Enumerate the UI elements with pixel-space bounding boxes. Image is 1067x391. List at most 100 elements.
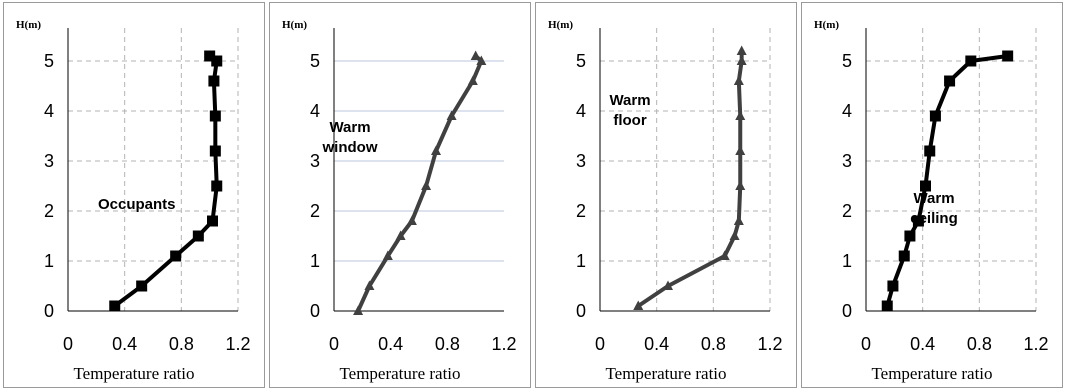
y-tick-label: 2: [310, 201, 320, 221]
chart-svg: 0 1 2 3 4 5 0 0.4 0.8 1.2 H(m) Temperature ratio Occ…: [16, 19, 251, 383]
x-tick-label: 0.4: [112, 334, 137, 354]
data-point-triangle: [719, 250, 730, 260]
chart-svg: 0 1 2 3 4 5 0 0.4 0.8 1.2 H(m) Temperature ratio War…: [814, 19, 1049, 383]
y-tick-label: 5: [576, 51, 586, 71]
data-point-triangle: [467, 75, 478, 85]
y-tick-label: 3: [576, 151, 586, 171]
y-axis-label: H(m): [16, 19, 41, 31]
chart-annotation: Warm ceiling: [910, 190, 958, 227]
y-tick-label: 0: [576, 301, 586, 321]
data-point-triangle: [735, 180, 746, 190]
data-point-square: [211, 180, 223, 192]
data-point-triangle: [446, 110, 457, 120]
data-point-triangle: [382, 250, 393, 260]
y-tick-label: 4: [842, 101, 852, 121]
data-point-square: [211, 55, 223, 67]
data-point-triangle: [476, 55, 487, 65]
annotation-line: floor: [613, 112, 646, 129]
chart-svg: 0 1 2 3 4 5 0 0.4 0.8 1.2 H(m) Temperature ratio War…: [548, 19, 783, 383]
data-point-square: [920, 180, 931, 192]
panel-warm-floor: 0 1 2 3 4 5 0 0.4 0.8 1.2 H(m) Temperature ratio War…: [535, 2, 797, 388]
annotation-line: Warm: [913, 190, 954, 207]
data-point-square: [170, 250, 182, 262]
y-tick-label: 0: [310, 301, 320, 321]
x-tick-label: 0.8: [701, 334, 726, 354]
x-tick-label: 0: [329, 334, 339, 354]
y-tick-label: 5: [44, 51, 54, 71]
x-tick-label: 0: [861, 334, 871, 354]
y-tick-label: 5: [842, 51, 852, 71]
data-point-triangle: [470, 50, 481, 60]
panel-occupants: 0 1 2 3 4 5 0 0.4 0.8 1.2 H(m) Temperature ratio Occ…: [3, 2, 265, 388]
data-point-triangle: [406, 215, 417, 225]
y-axis-label: H(m): [548, 19, 573, 31]
x-axis-label: Temperature ratio: [871, 364, 992, 383]
x-tick-label: 0.4: [378, 334, 403, 354]
y-tick-label: 3: [44, 151, 54, 171]
data-point-square: [904, 230, 916, 242]
y-tick-label: 1: [842, 251, 852, 271]
x-axis-label: Temperature ratio: [605, 364, 726, 383]
data-point-triangle: [735, 145, 746, 155]
y-tick-label: 2: [842, 201, 852, 221]
y-axis-label: H(m): [814, 19, 839, 31]
y-tick-label: 2: [576, 201, 586, 221]
x-axis-label: Temperature ratio: [339, 364, 460, 383]
data-point-square: [209, 145, 221, 157]
y-tick-label: 4: [44, 101, 54, 121]
y-tick-label: 1: [44, 251, 54, 271]
x-tick-label: 0.8: [967, 334, 992, 354]
chart-annotation: Warm window: [322, 119, 378, 156]
annotation-line: Occupants: [98, 196, 176, 213]
data-point-triangle: [421, 180, 432, 190]
series-line: [885, 54, 1010, 308]
data-point-square: [881, 300, 893, 312]
y-tick-label: 4: [576, 101, 586, 121]
data-point-triangle: [733, 215, 744, 225]
data-point-square: [898, 250, 910, 262]
x-tick-label: 1.2: [491, 334, 516, 354]
y-tick-label: 3: [310, 151, 320, 171]
data-point-square: [207, 215, 218, 227]
y-tick-label: 1: [310, 251, 320, 271]
panel-warm-ceiling: 0 1 2 3 4 5 0 0.4 0.8 1.2 H(m) Temperature ratio War…: [801, 2, 1063, 388]
data-point-square: [204, 50, 216, 62]
data-point-triangle: [633, 300, 644, 310]
chart-svg: 0 1 2 3 4 5 0 0.4 0.8 1.2 H(m) Temperature ratio War…: [282, 19, 517, 383]
data-point-triangle: [395, 230, 406, 240]
data-point-square: [965, 55, 977, 67]
series-line: [112, 54, 219, 308]
data-point-triangle: [736, 55, 747, 65]
y-tick-label: 0: [44, 301, 54, 321]
data-point-triangle: [353, 305, 364, 315]
x-tick-label: 0.8: [169, 334, 194, 354]
data-point-triangle: [736, 45, 747, 55]
data-point-triangle: [663, 280, 673, 290]
data-point-square: [924, 145, 936, 157]
panel-warm-window: 0 1 2 3 4 5 0 0.4 0.8 1.2 H(m) Temperature ratio War…: [269, 2, 531, 388]
data-point-square: [912, 215, 924, 227]
y-tick-label: 2: [44, 201, 54, 221]
chart-annotation: Warm floor: [609, 92, 650, 129]
data-point-triangle: [735, 110, 746, 120]
data-point-triangle: [733, 75, 744, 85]
data-point-square: [944, 75, 956, 87]
annotation-line: Warm: [329, 119, 370, 136]
data-point-triangle: [431, 145, 441, 155]
data-point-triangle: [729, 230, 740, 240]
data-point-triangle: [364, 280, 375, 290]
x-tick-label: 0.8: [435, 334, 460, 354]
x-tick-label: 1.2: [225, 334, 250, 354]
data-point-square: [136, 280, 148, 292]
x-tick-label: 0: [63, 334, 73, 354]
series-line: [636, 49, 744, 308]
series-line: [356, 54, 484, 313]
chart-annotation: Occupants: [98, 196, 176, 213]
data-point-square: [887, 280, 899, 292]
y-tick-label: 0: [842, 301, 852, 321]
data-point-square: [109, 300, 121, 312]
data-point-square: [929, 110, 941, 122]
x-axis-label: Temperature ratio: [73, 364, 194, 383]
y-axis-label: H(m): [282, 19, 307, 31]
y-tick-label: 1: [576, 251, 586, 271]
